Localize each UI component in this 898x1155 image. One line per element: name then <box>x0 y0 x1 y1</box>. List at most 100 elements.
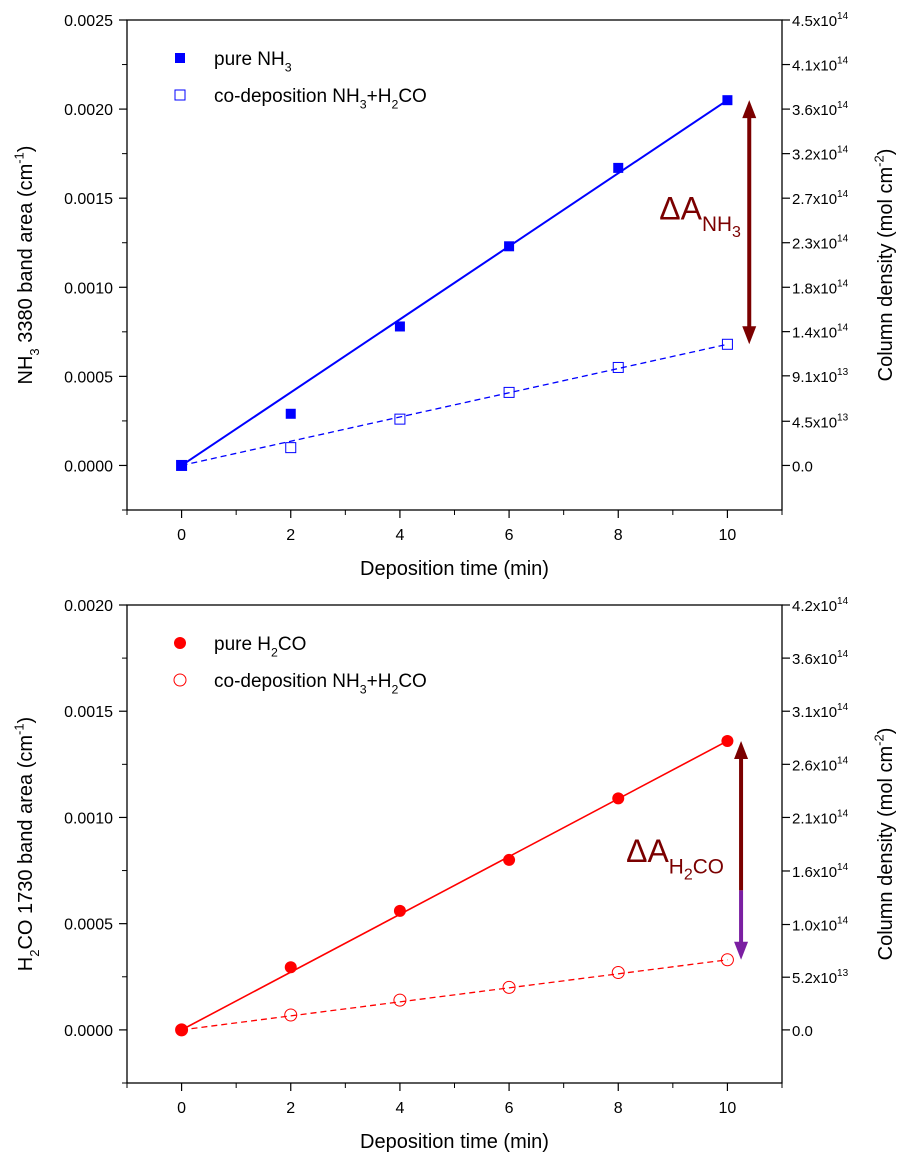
y2-tick-mantissa: 0.0 <box>792 458 813 475</box>
y2-tick-exponent: 14 <box>837 649 849 660</box>
y-tick-label: 0.0005 <box>64 917 113 934</box>
x-tick-label: 10 <box>719 527 737 544</box>
y2-tick-label: 2.7x1014 <box>792 189 849 208</box>
delta-annotation: ΔAH2CO <box>626 740 749 960</box>
fit-line <box>181 343 728 467</box>
text-part: H <box>669 855 684 878</box>
delta-annotation: ΔANH3 <box>659 100 757 345</box>
y2-tick-label: 4.1x1014 <box>792 56 849 75</box>
delta-arrow-head-down <box>734 941 749 960</box>
y2-tick-label: 4.5x1014 <box>792 11 849 30</box>
y2-tick-label: 4.2x1014 <box>792 596 849 615</box>
text-part: 2 <box>684 867 693 884</box>
text-part: 3 <box>732 224 741 241</box>
y2-tick-label: 2.1x1014 <box>792 808 849 827</box>
y2-tick-exponent: 14 <box>837 189 849 200</box>
text-part: co-deposition NH <box>214 671 360 692</box>
text-part: ) <box>875 149 897 156</box>
text-part: ) <box>15 146 37 153</box>
legend-label: co-deposition NH3+H2CO <box>214 86 427 112</box>
x-tick-label: 4 <box>395 1100 404 1117</box>
text-part: ΔA <box>659 191 702 227</box>
legend-marker <box>174 89 186 101</box>
y2-tick-label: 9.1x1013 <box>792 367 849 386</box>
text-part: H <box>15 957 37 971</box>
text-part: NH <box>15 356 37 385</box>
data-point <box>502 980 516 994</box>
text-part: ) <box>15 717 37 724</box>
data-point <box>611 966 625 980</box>
x-axis-title: Deposition time (min) <box>360 1131 549 1153</box>
text-part: CO <box>693 855 724 878</box>
text-part: NH <box>702 213 732 236</box>
series-1 <box>175 734 734 1036</box>
y-tick-label: 0.0005 <box>64 369 113 386</box>
data-point <box>613 162 624 173</box>
y2-axis-title: Column density (mol cm-2) <box>872 149 897 382</box>
legend-marker <box>173 673 187 687</box>
text-part: 3 <box>360 683 367 697</box>
text-part: 2 <box>271 646 278 660</box>
y2-tick-exponent: 14 <box>837 278 849 289</box>
y2-tick-label: 1.6x1014 <box>792 862 849 881</box>
y2-axis-title: Column density (mol cm-2) <box>872 728 897 961</box>
y2-tick-mantissa: 5.2x10 <box>792 970 837 987</box>
y2-tick-mantissa: 3.2x10 <box>792 147 837 164</box>
x-axis-title: Deposition time (min) <box>360 558 549 580</box>
x-tick-label: 0 <box>177 527 186 544</box>
text-part: Column density (mol cm <box>875 746 897 961</box>
data-point <box>284 961 297 974</box>
fit-line <box>181 740 728 1031</box>
data-point <box>176 459 188 471</box>
y2-tick-mantissa: 3.6x10 <box>792 102 837 119</box>
y2-tick-label: 3.6x1014 <box>792 649 849 668</box>
y-tick-label: 0.0000 <box>64 458 113 475</box>
y-tick-label: 0.0010 <box>64 810 113 827</box>
y2-tick-label: 3.2x1014 <box>792 145 849 164</box>
legend-marker <box>175 53 185 63</box>
delta-arrow-head-down <box>742 326 757 345</box>
x-tick-label: 10 <box>719 1100 737 1117</box>
y2-tick-label: 5.2x1013 <box>792 968 849 987</box>
y-tick-label: 0.0025 <box>64 13 113 30</box>
y2-tick-exponent: 14 <box>837 916 849 927</box>
x-tick-label: 0 <box>177 1100 186 1117</box>
text-part: co-deposition NH <box>214 86 360 107</box>
legend-label: co-deposition NH3+H2CO <box>214 671 427 697</box>
delta-arrow-head-up <box>742 100 757 119</box>
data-point <box>285 408 296 419</box>
data-point <box>612 361 624 373</box>
x-tick-label: 6 <box>505 527 514 544</box>
y-tick-label: 0.0020 <box>64 598 113 615</box>
y2-tick-mantissa: 1.6x10 <box>792 864 837 881</box>
series-1 <box>176 95 733 471</box>
delta-label: ΔANH3 <box>659 191 741 242</box>
data-point <box>721 338 733 350</box>
text-part: pure H <box>214 634 271 655</box>
y2-tick-mantissa: 2.3x10 <box>792 236 837 253</box>
y2-tick-exponent: 14 <box>837 323 849 334</box>
y-axis-title: NH3 3380 band area (cm-1) <box>12 146 42 385</box>
y2-tick-label: 2.3x1014 <box>792 234 849 253</box>
y2-tick-mantissa: 4.5x10 <box>792 414 837 431</box>
text-part: -2 <box>872 155 887 167</box>
y2-tick-exponent: 13 <box>837 367 849 378</box>
x-tick-label: 2 <box>286 527 295 544</box>
text-part: -2 <box>872 734 887 746</box>
x-tick-label: 8 <box>614 1100 623 1117</box>
text-part: 2 <box>391 683 398 697</box>
data-point <box>393 904 406 917</box>
y2-tick-label: 1.4x1014 <box>792 323 849 342</box>
y2-tick-mantissa: 3.1x10 <box>792 704 837 721</box>
y2-tick-mantissa: 3.6x10 <box>792 651 837 668</box>
y2-tick-label: 0.0 <box>792 1023 813 1040</box>
y2-tick-label: 2.6x1014 <box>792 755 849 774</box>
y2-tick-exponent: 14 <box>837 755 849 766</box>
fit-line <box>181 959 728 1031</box>
data-point <box>612 792 625 805</box>
x-tick-label: 6 <box>505 1100 514 1117</box>
y2-tick-mantissa: 4.5x10 <box>792 13 837 30</box>
y2-tick-exponent: 13 <box>837 968 849 979</box>
text-part: CO 1730 band area (cm <box>15 735 37 950</box>
